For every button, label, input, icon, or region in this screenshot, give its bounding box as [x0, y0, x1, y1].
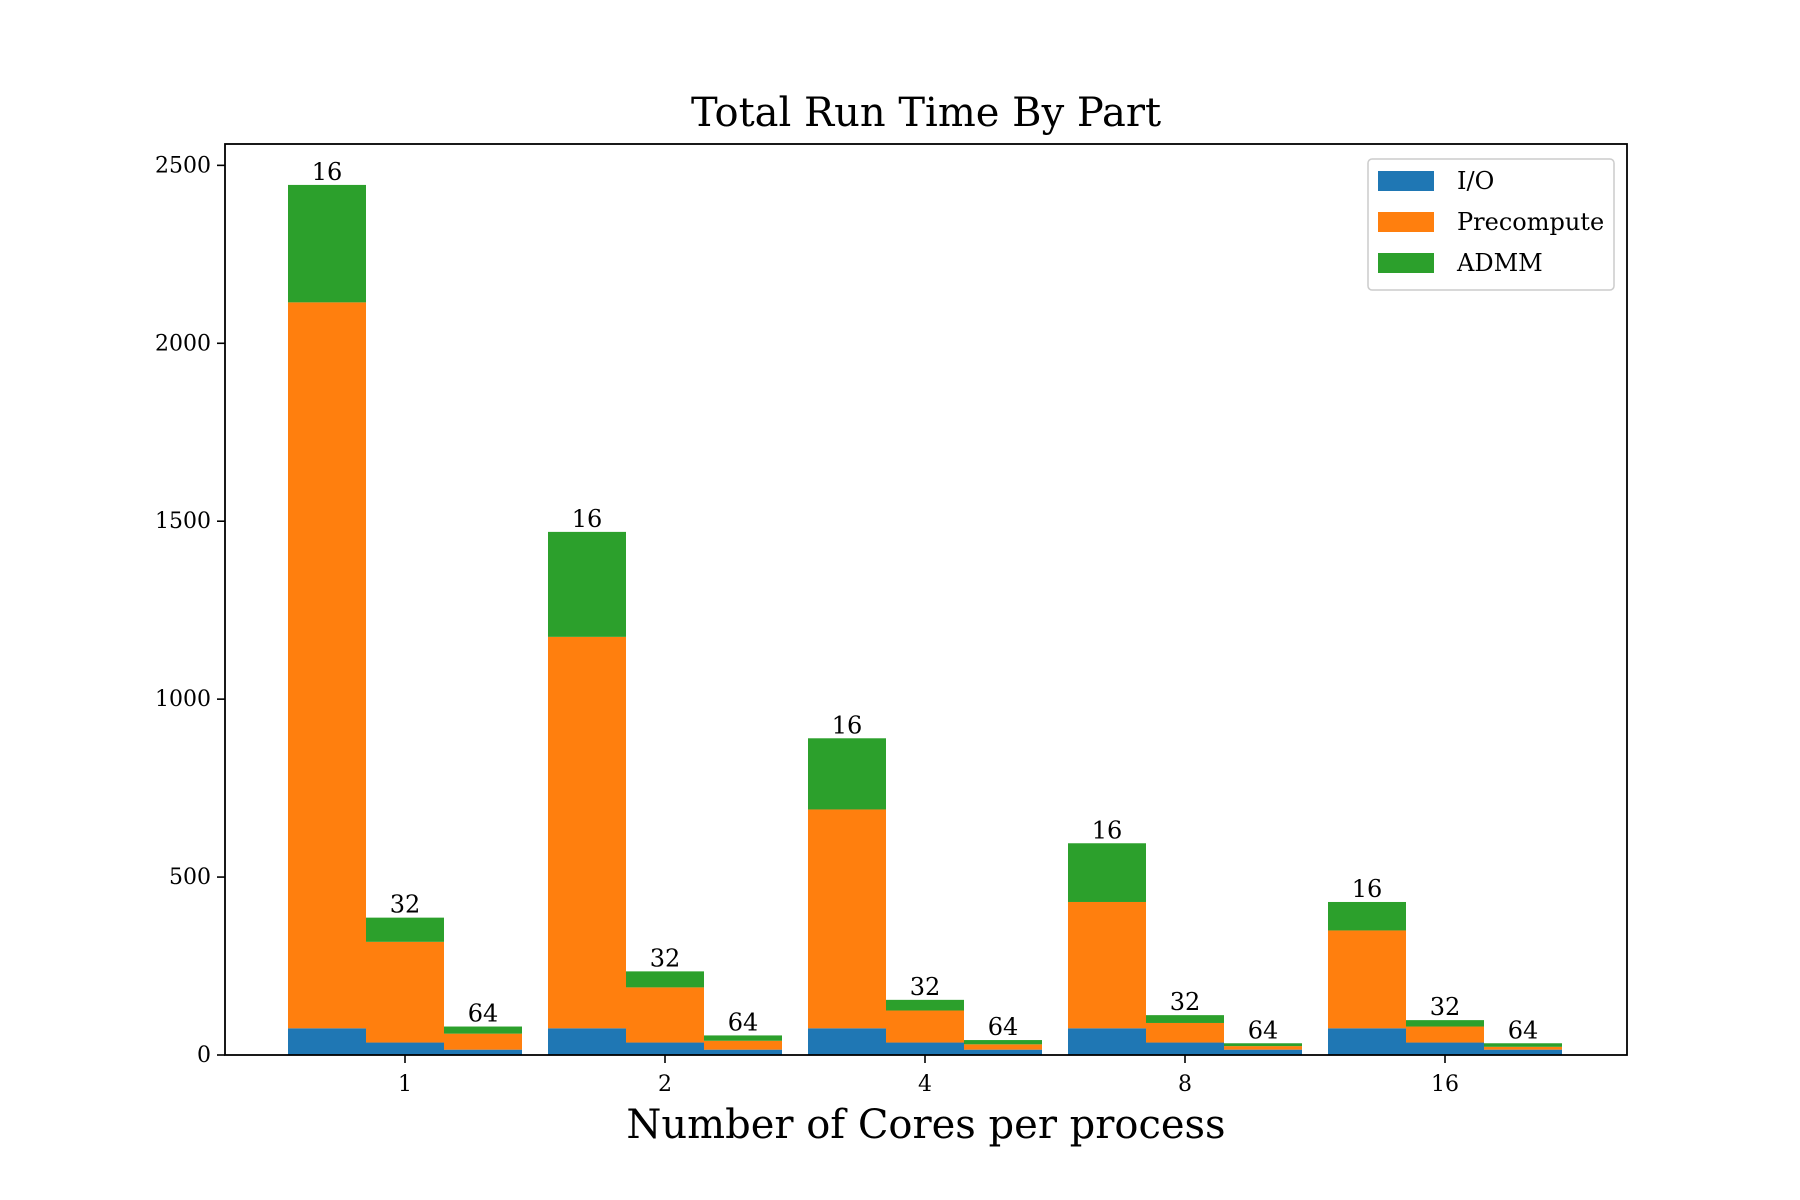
bar-segment-i-o-2-16: [548, 1028, 626, 1055]
bar-segment-admm-16-32: [1406, 1020, 1484, 1027]
bar-segment-admm-1-64: [444, 1026, 522, 1034]
legend-swatch-admm: [1378, 253, 1434, 273]
bar-label-4-64: 64: [988, 1013, 1019, 1041]
legend-label: ADMM: [1456, 249, 1543, 277]
bar-segment-precompute-1-64: [444, 1033, 522, 1050]
bar-label-8-64: 64: [1248, 1016, 1279, 1044]
bar-label-1-16: 16: [312, 158, 343, 186]
bar-segment-i-o-1-64: [444, 1049, 522, 1055]
bar-segment-i-o-2-64: [704, 1049, 782, 1055]
bar-segment-admm-4-64: [964, 1040, 1042, 1045]
bar-segment-i-o-4-16: [808, 1028, 886, 1055]
bar-segment-admm-2-64: [704, 1035, 782, 1041]
bar-segment-admm-2-16: [548, 531, 626, 637]
bar-label-1-32: 32: [390, 891, 421, 919]
bar-label-8-32: 32: [1170, 988, 1201, 1016]
bar-segment-i-o-8-32: [1146, 1042, 1224, 1055]
plot-area-frame: [224, 143, 1628, 1056]
y-axis: 0 500 1000 1500 2000 2500: [155, 153, 225, 1068]
bar-segment-precompute-1-16: [288, 302, 366, 1029]
legend-label: I/O: [1457, 167, 1494, 195]
bar-segment-i-o-1-32: [366, 1042, 444, 1055]
bar-segment-admm-16-64: [1484, 1043, 1562, 1047]
x-tick-label: 1: [398, 1072, 412, 1097]
bar-segment-precompute-1-32: [366, 941, 444, 1043]
x-tick-label: 4: [918, 1072, 932, 1097]
bar-segment-precompute-8-64: [1224, 1046, 1302, 1050]
bar-label-16-64: 64: [1508, 1016, 1539, 1044]
bar-segment-precompute-2-32: [626, 987, 704, 1043]
bar-segment-admm-16-16: [1328, 901, 1406, 931]
bar-label-16-32: 32: [1430, 993, 1461, 1021]
bar-segment-i-o-16-64: [1484, 1049, 1562, 1055]
x-axis: 1 2 4 8 16: [398, 1055, 1459, 1097]
bar-segment-precompute-8-16: [1068, 901, 1146, 1029]
bars-layer: [288, 184, 1562, 1055]
bar-segment-i-o-2-32: [626, 1042, 704, 1055]
legend-swatch-precompute: [1378, 212, 1434, 232]
bar-segment-admm-4-16: [808, 738, 886, 810]
y-tick-label: 1500: [155, 509, 211, 534]
bar-segment-admm-4-32: [886, 999, 964, 1011]
bar-segment-i-o-8-64: [1224, 1049, 1302, 1055]
bar-segment-admm-8-64: [1224, 1043, 1302, 1047]
bar-segment-i-o-16-16: [1328, 1028, 1406, 1055]
bar-label-4-16: 16: [832, 711, 863, 739]
bar-segment-precompute-4-16: [808, 809, 886, 1029]
bar-segment-precompute-4-64: [964, 1044, 1042, 1050]
bar-label-4-32: 32: [910, 973, 941, 1001]
bar-segment-admm-2-32: [626, 971, 704, 988]
legend-label: Precompute: [1457, 208, 1604, 236]
bar-label-2-16: 16: [572, 505, 603, 533]
chart-title: Total Run Time By Part: [691, 90, 1161, 136]
bar-segment-precompute-2-16: [548, 636, 626, 1029]
x-tick-label: 16: [1431, 1072, 1459, 1097]
bar-segment-admm-1-32: [366, 917, 444, 942]
bar-segment-precompute-16-64: [1484, 1046, 1562, 1050]
legend-swatch-i-o: [1378, 171, 1434, 191]
x-tick-label: 8: [1178, 1072, 1192, 1097]
bar-label-16-16: 16: [1352, 875, 1383, 903]
bar-label-2-64: 64: [728, 1008, 759, 1036]
bar-segment-precompute-2-64: [704, 1040, 782, 1050]
bar-labels-layer: 16 32 64 16 32 64 16 32 64 16 32 64 16 32 64: [312, 158, 1539, 1044]
bar-label-8-16: 16: [1092, 816, 1123, 844]
bar-label-2-32: 32: [650, 944, 681, 972]
bar-label-1-64: 64: [468, 1000, 499, 1028]
bar-segment-precompute-4-32: [886, 1010, 964, 1043]
bar-segment-admm-8-16: [1068, 843, 1146, 902]
bar-segment-i-o-1-16: [288, 1028, 366, 1055]
y-tick-label: 500: [169, 865, 211, 890]
y-tick-label: 2000: [155, 331, 211, 356]
bar-segment-i-o-16-32: [1406, 1042, 1484, 1055]
bar-segment-i-o-4-32: [886, 1042, 964, 1055]
bar-segment-precompute-8-32: [1146, 1022, 1224, 1043]
bar-segment-admm-8-32: [1146, 1015, 1224, 1023]
x-tick-label: 2: [658, 1072, 672, 1097]
legend: I/O Precompute ADMM: [1367, 158, 1615, 291]
bar-segment-precompute-16-16: [1328, 930, 1406, 1029]
bar-segment-i-o-8-16: [1068, 1028, 1146, 1055]
bar-segment-precompute-16-32: [1406, 1026, 1484, 1043]
bar-segment-i-o-4-64: [964, 1049, 1042, 1055]
y-tick-label: 0: [197, 1043, 211, 1068]
y-tick-label: 2500: [155, 153, 211, 178]
bar-segment-admm-1-16: [288, 184, 366, 303]
y-tick-label: 1000: [155, 687, 211, 712]
x-axis-label: Number of Cores per process: [626, 1102, 1225, 1148]
